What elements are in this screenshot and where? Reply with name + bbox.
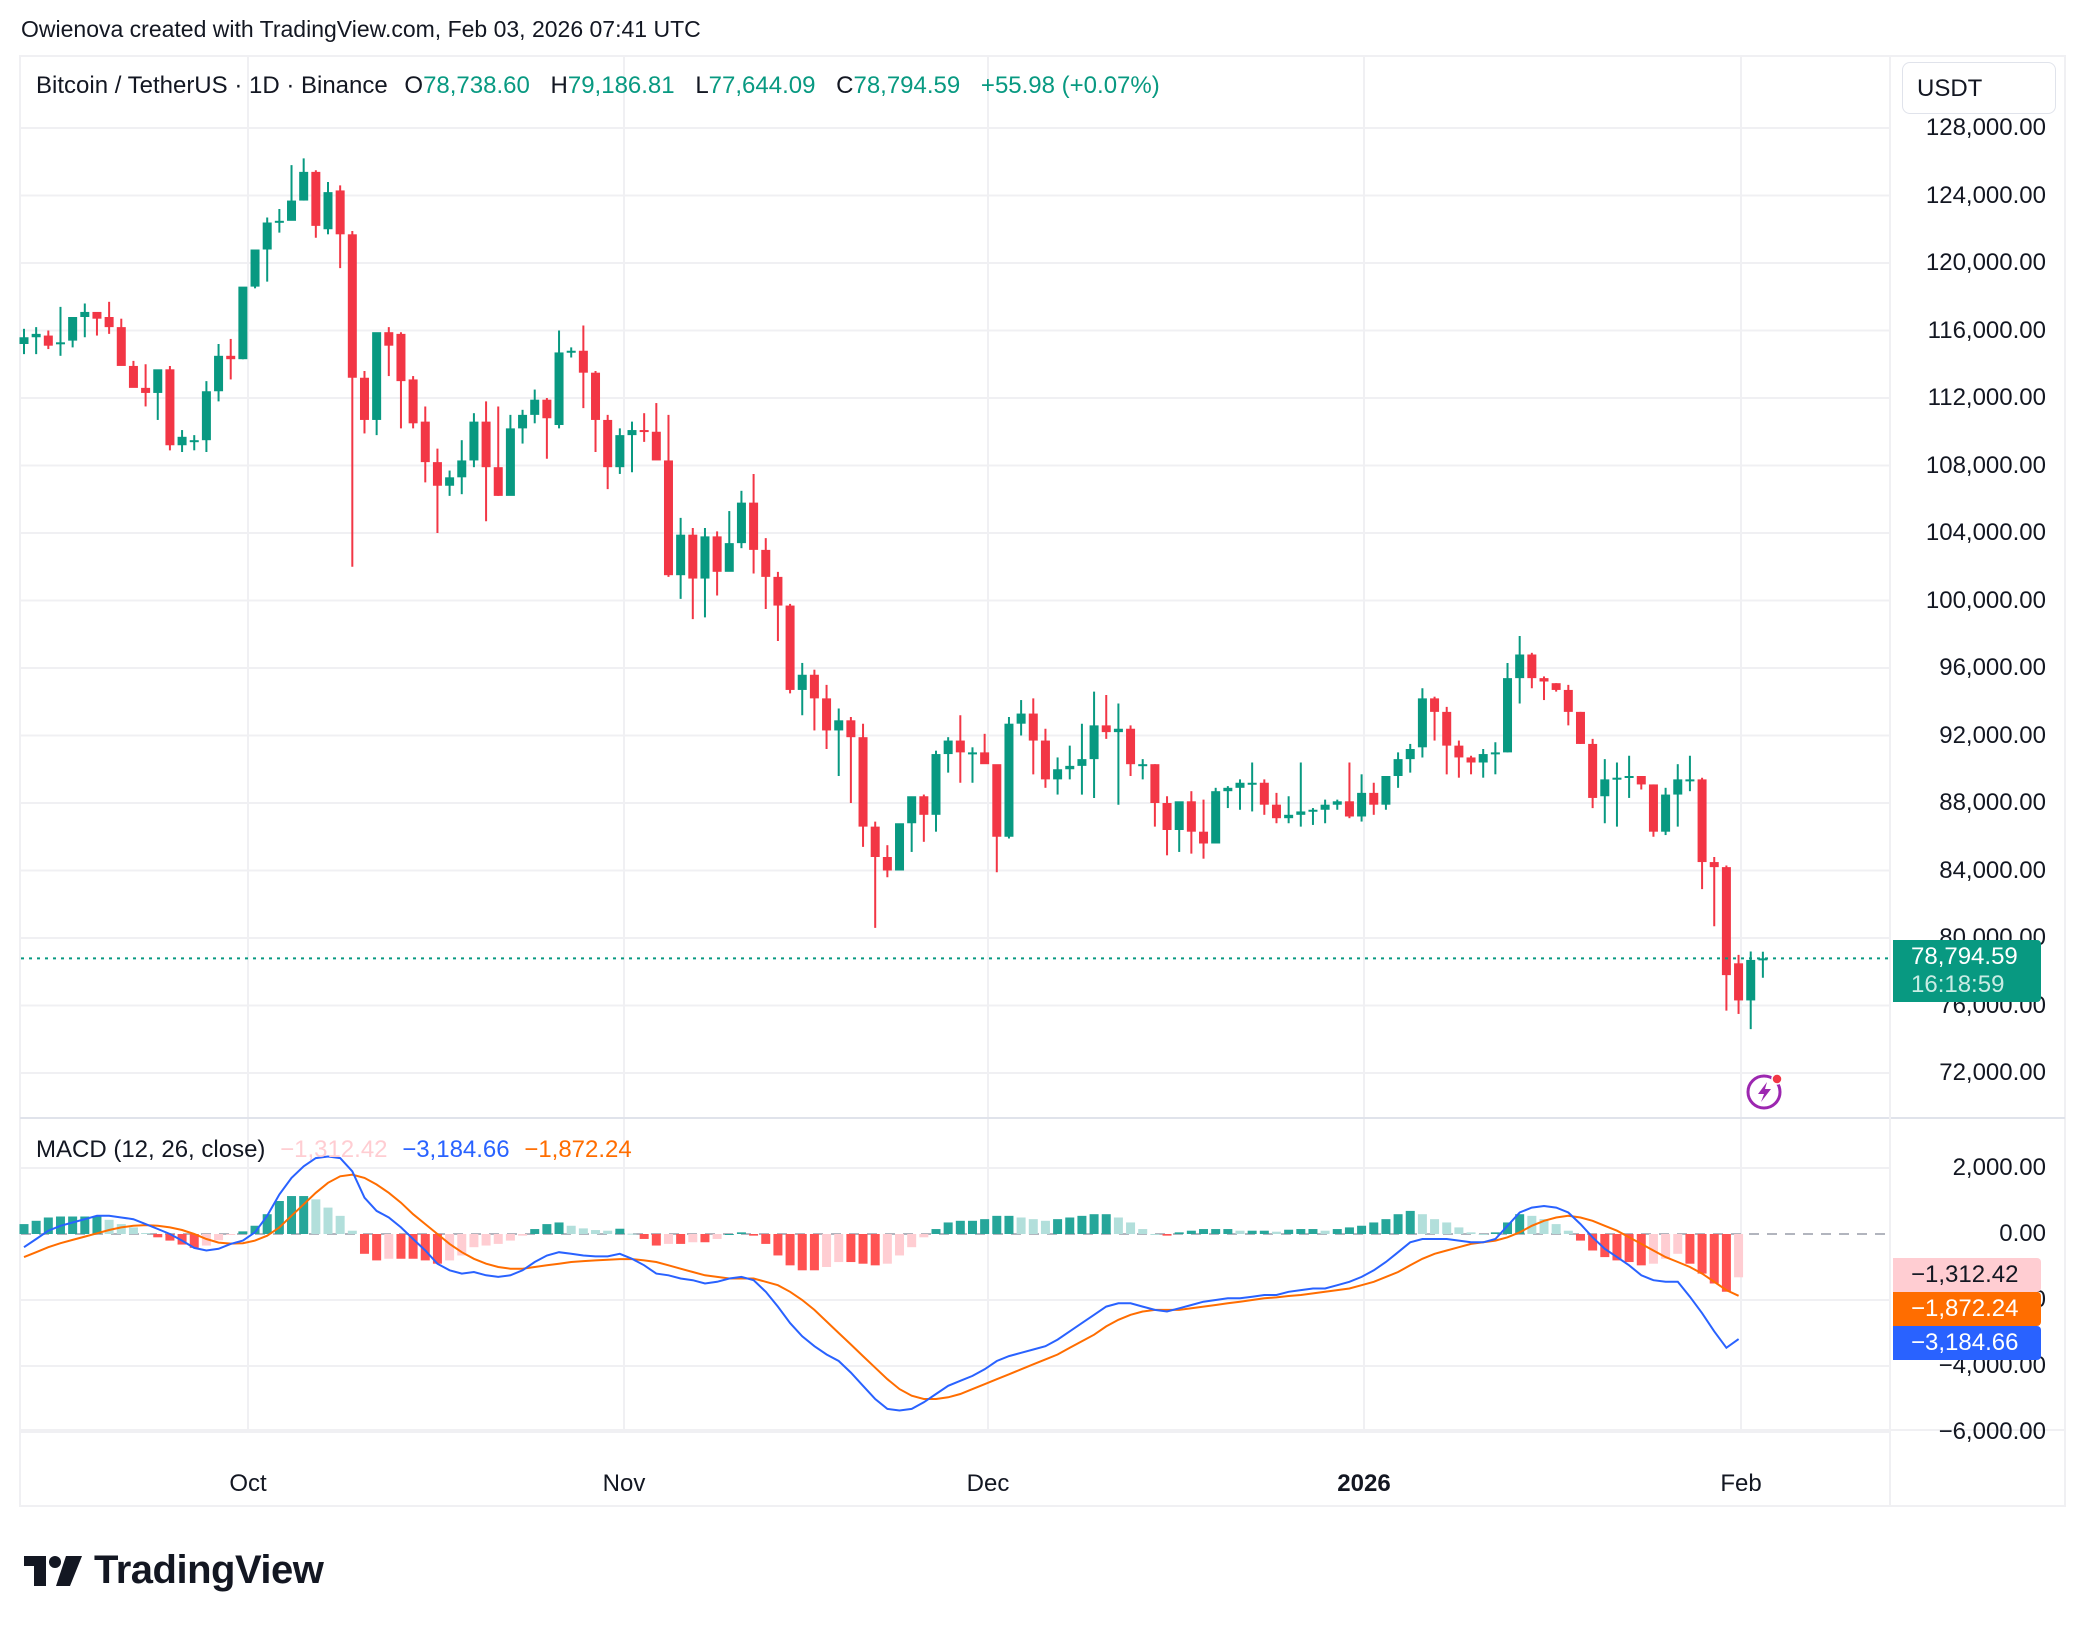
macd-line-value: −3,184.66 [402, 1136, 510, 1163]
last-price-tag: 78,794.59 16:18:59 [1893, 940, 2041, 1002]
tradingview-wordmark: TradingView [94, 1547, 324, 1592]
chart-frame [19, 55, 2066, 1507]
price-tick: 116,000.00 [1927, 316, 2046, 344]
bar-countdown: 16:18:59 [1911, 971, 2005, 998]
time-tick: 2026 [1337, 1470, 1391, 1497]
macd-histogram-tag: −1,312.42 [1893, 1258, 2041, 1292]
low-value: 77,644.09 [708, 72, 816, 99]
symbol-title[interactable]: Bitcoin / TetherUS · 1D · Binance [36, 72, 388, 99]
tradingview-logo[interactable]: TradingView [24, 1547, 324, 1592]
macd-histogram-value: −1,312.42 [280, 1136, 388, 1163]
price-tick: 84,000.00 [1939, 856, 2046, 884]
lightning-alert-icon[interactable] [1744, 1070, 1786, 1112]
macd-tick: −6,000.00 [1938, 1418, 2046, 1445]
price-tick: 92,000.00 [1939, 721, 2046, 749]
high-label: H [550, 72, 568, 99]
price-tick: 100,000.00 [1925, 586, 2046, 614]
low-label: L [695, 72, 709, 99]
close-value: 78,794.59 [853, 72, 961, 99]
price-tick: 108,000.00 [1925, 451, 2046, 479]
price-tick: 120,000.00 [1925, 249, 2046, 276]
change-value: +55.98 (+0.07%) [980, 72, 1160, 99]
open-label: O [404, 72, 424, 99]
time-tick: Dec [966, 1470, 1010, 1497]
last-price-value: 78,794.59 [1911, 943, 2018, 970]
high-value: 79,186.81 [567, 72, 675, 99]
macd-signal-tag: −1,872.24 [1893, 1292, 2041, 1326]
macd-signal-value: −1,872.24 [524, 1136, 632, 1163]
macd-tick: 2,000.00 [1952, 1154, 2046, 1181]
close-label: C [836, 72, 854, 99]
macd-legend: MACD (12, 26, close) −1,312.42 −3,184.66… [36, 1136, 632, 1164]
symbol-legend: Bitcoin / TetherUS · 1D · Binance O78,73… [36, 72, 1166, 100]
time-tick: Oct [229, 1470, 267, 1497]
open-value: 78,738.60 [423, 72, 530, 99]
price-tick: 88,000.00 [1939, 789, 2046, 816]
macd-title[interactable]: MACD (12, 26, close) [36, 1136, 266, 1163]
price-tick: 72,000.00 [1939, 1059, 2046, 1086]
price-tick: 112,000.00 [1927, 384, 2046, 411]
price-tick: 104,000.00 [1925, 519, 2046, 546]
price-tick: 96,000.00 [1939, 654, 2046, 681]
price-tick: 124,000.00 [1925, 181, 2046, 209]
time-tick: Nov [602, 1470, 646, 1497]
currency-button[interactable]: USDT [1902, 62, 2056, 114]
time-tick: Feb [1720, 1470, 1762, 1497]
macd-tick: 0.00 [1999, 1220, 2046, 1247]
tradingview-logo-icon [24, 1556, 82, 1586]
price-tick: 128,000.00 [1925, 114, 2046, 141]
macd-line-tag: −3,184.66 [1893, 1326, 2041, 1360]
credit-line: Owienova created with TradingView.com, F… [21, 16, 701, 42]
